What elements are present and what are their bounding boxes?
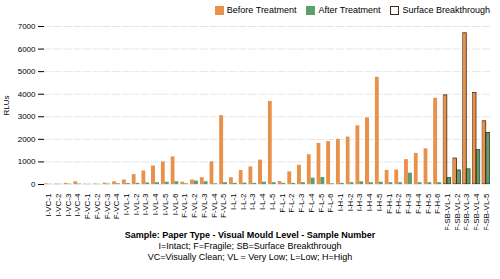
svg-text:F-SB-VL-2: F-SB-VL-2 <box>453 193 462 230</box>
svg-text:I-H-2: I-H-2 <box>346 193 355 211</box>
svg-text:F-L-5: F-L-5 <box>317 193 326 213</box>
svg-text:F-VL-4: F-VL-4 <box>210 193 219 218</box>
svg-text:I-VL-4: I-VL-4 <box>151 193 160 215</box>
svg-text:I-VC-4: I-VC-4 <box>73 193 82 217</box>
svg-text:F-SB-VL-3: F-SB-VL-3 <box>462 193 471 230</box>
svg-text:I-H-5: I-H-5 <box>375 193 384 211</box>
html-text:Before Treatment: Before Treatment <box>226 5 297 15</box>
svg-text:F-SB-VL-1: F-SB-VL-1 <box>443 193 452 230</box>
svg-text:I-VL-5: I-VL-5 <box>161 193 170 215</box>
svg-text:F-VL-2: F-VL-2 <box>190 193 199 218</box>
svg-text:4000: 4000 <box>18 90 36 99</box>
svg-text:F-VL-3: F-VL-3 <box>200 193 209 218</box>
svg-text:F-H-5: F-H-5 <box>424 193 433 214</box>
svg-text:F-VL-1: F-VL-1 <box>180 193 189 218</box>
html-text:Sample: Paper Type - Visual Mo: Sample: Paper Type - Visual Mould Level … <box>124 230 376 240</box>
svg-text:I-VC-1: I-VC-1 <box>44 193 53 217</box>
html-text:VC=Visually Clean; VL = Very L: VC=Visually Clean; VL = Very Low; L=Low;… <box>147 252 353 262</box>
svg-text:F-SB-VL-5: F-SB-VL-5 <box>482 193 491 230</box>
svg-text:I-L-4: I-L-4 <box>258 193 267 210</box>
svg-text:I-VL-2: I-VL-2 <box>132 193 141 215</box>
svg-text:I-L-1: I-L-1 <box>229 193 238 210</box>
svg-text:5000: 5000 <box>18 67 36 76</box>
svg-text:RLUs: RLUs <box>2 95 11 115</box>
svg-text:I-L-5: I-L-5 <box>268 193 277 210</box>
svg-text:I-H-4: I-H-4 <box>365 193 374 211</box>
svg-text:I-VC-2: I-VC-2 <box>54 193 63 217</box>
svg-text:0: 0 <box>31 180 36 189</box>
svg-text:1000: 1000 <box>18 157 36 166</box>
svg-text:I-VC-3: I-VC-3 <box>64 193 73 217</box>
svg-text:F-H-2: F-H-2 <box>394 193 403 214</box>
svg-text:I-VL-1: I-VL-1 <box>122 193 131 215</box>
html-text:I=Intact; F=Fragile; SB=Surfac: I=Intact; F=Fragile; SB=Surface Breakthr… <box>158 241 342 251</box>
svg-text:I-H-1: I-H-1 <box>336 193 345 211</box>
svg-text:F-L-2: F-L-2 <box>287 193 296 213</box>
svg-text:I-VL-3: I-VL-3 <box>141 193 150 215</box>
svg-text:I-H-3: I-H-3 <box>355 193 364 211</box>
svg-text:F-H-3: F-H-3 <box>404 193 413 214</box>
svg-text:I-L-2: I-L-2 <box>239 193 248 210</box>
svg-text:I-L-3: I-L-3 <box>248 193 257 210</box>
svg-text:F-L-3: F-L-3 <box>297 193 306 213</box>
svg-text:F-L-1: F-L-1 <box>278 193 287 213</box>
svg-text:F-VC-2: F-VC-2 <box>93 193 102 219</box>
svg-text:F-VC-3: F-VC-3 <box>103 193 112 219</box>
svg-text:F-H-1: F-H-1 <box>385 193 394 214</box>
svg-text:F-SB-VL-4: F-SB-VL-4 <box>472 193 481 230</box>
svg-text:F-VC-4: F-VC-4 <box>112 193 121 219</box>
svg-text:F-L-4: F-L-4 <box>307 193 316 213</box>
svg-text:3000: 3000 <box>18 112 36 121</box>
svg-text:F-VL-5: F-VL-5 <box>219 193 228 218</box>
html-text:Surface Breakthrough: Surface Breakthrough <box>402 5 490 15</box>
html-text:After Treatment: After Treatment <box>318 5 381 15</box>
svg-text:I-VL-6: I-VL-6 <box>171 193 180 215</box>
svg-text:F-H-6: F-H-6 <box>433 193 442 214</box>
svg-text:F-H-4: F-H-4 <box>414 193 423 214</box>
svg-text:7000: 7000 <box>18 22 36 31</box>
svg-text:F-L-6: F-L-6 <box>326 193 335 213</box>
svg-text:2000: 2000 <box>18 135 36 144</box>
svg-text:F-VC-1: F-VC-1 <box>83 193 92 219</box>
svg-text:6000: 6000 <box>18 45 36 54</box>
